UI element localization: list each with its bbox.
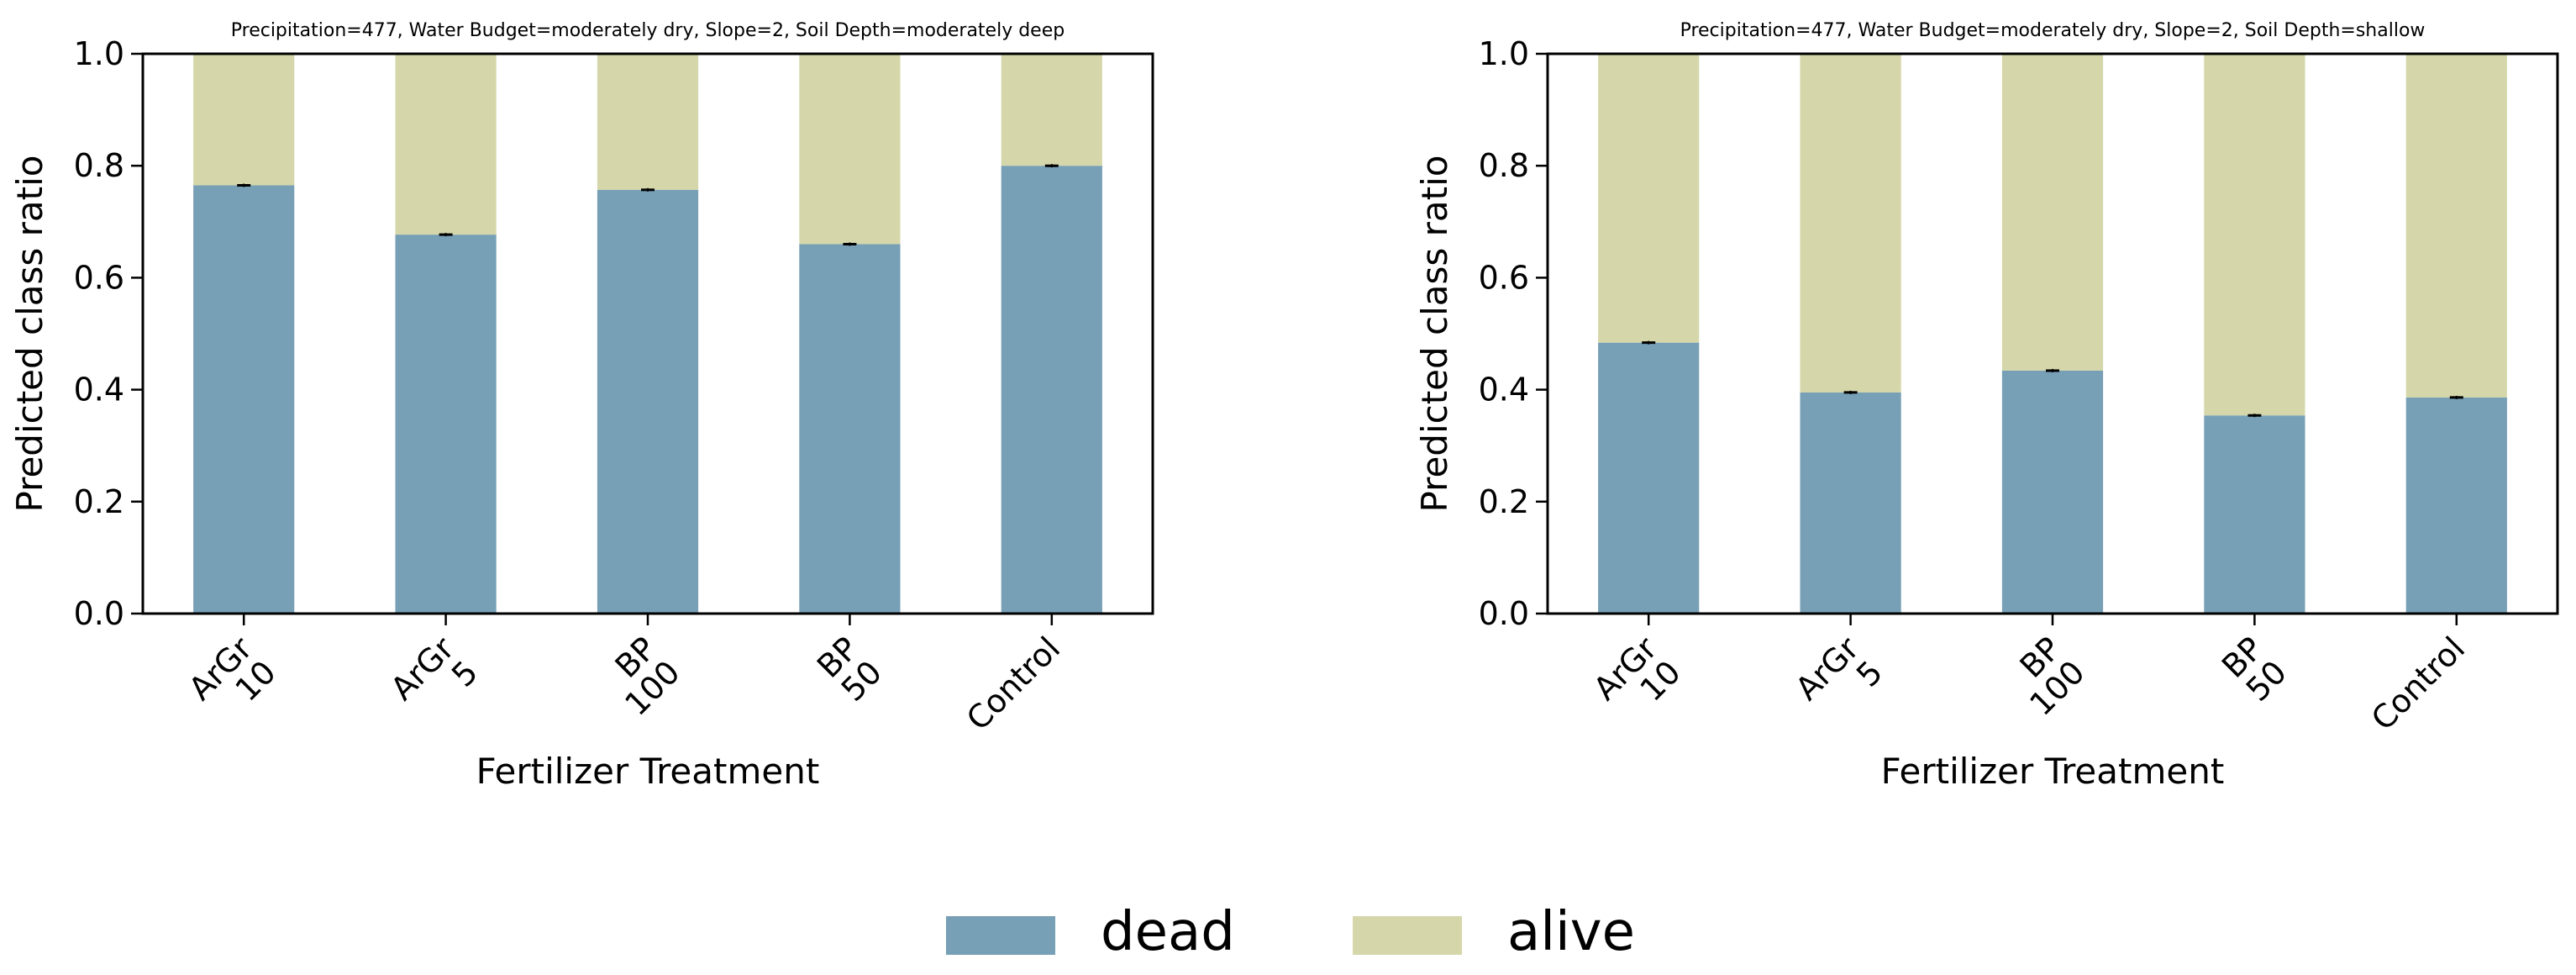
y-tick-label: 0.0: [74, 595, 124, 632]
legend-swatch-alive: [1353, 916, 1462, 955]
x-tick-label: ArGr5: [384, 630, 486, 731]
x-tick-label: BP100: [1999, 630, 2092, 723]
legend-label-alive: alive: [1507, 901, 1635, 963]
axes-frame: [141, 52, 1154, 615]
y-tick-label: 0.0: [1479, 595, 1529, 632]
bar-dead-5: [1001, 166, 1102, 614]
legend-swatch-dead: [946, 916, 1055, 955]
axes-frame: [1546, 52, 2559, 615]
y-tick-label: 0.4: [74, 372, 124, 408]
bar-dead-2: [395, 235, 497, 614]
bar-alive-1: [1598, 54, 1700, 343]
legend-label-dead: dead: [1101, 901, 1235, 963]
bar-dead-5: [2405, 397, 2507, 614]
bar-alive-3: [597, 54, 699, 190]
x-tick-label: Control: [959, 630, 1067, 737]
chart-panel-2: Precipitation=477, Water Budget=moderate…: [1414, 20, 2559, 792]
bar-dead-3: [2001, 370, 2104, 614]
y-tick-label: 1.0: [1479, 35, 1529, 72]
x-tick-label: ArGr10: [181, 630, 283, 731]
x-tick-label: Control: [2364, 630, 2472, 737]
y-tick-label: 0.4: [1479, 372, 1529, 408]
y-tick-label: 0.2: [74, 483, 124, 520]
x-axis-label: Fertilizer Treatment: [1881, 751, 2225, 792]
x-tick-label: BP50: [810, 630, 889, 709]
bar-alive-4: [2204, 54, 2305, 416]
bar-alive-5: [1001, 54, 1102, 166]
y-tick-label: 0.8: [74, 147, 124, 184]
x-tick-label: BP100: [594, 630, 687, 723]
y-tick-label: 0.2: [1479, 483, 1529, 520]
bar-alive-1: [193, 54, 295, 186]
legend: dead alive: [946, 901, 1635, 963]
bar-alive-5: [2405, 54, 2507, 398]
y-axis-label: Predicted class ratio: [9, 155, 50, 513]
y-axis-label: Predicted class ratio: [1414, 155, 1455, 513]
x-tick-label: ArGr5: [1789, 630, 1890, 731]
y-tick-label: 0.8: [1479, 147, 1529, 184]
y-tick-label: 0.6: [1479, 259, 1529, 296]
y-tick-label: 0.6: [74, 259, 124, 296]
bar-alive-2: [1800, 54, 1901, 393]
bar-dead-1: [193, 185, 295, 614]
y-tick-label: 1.0: [74, 35, 124, 72]
chart-title: Precipitation=477, Water Budget=moderate…: [1680, 20, 2426, 41]
chart-panel-1: Precipitation=477, Water Budget=moderate…: [9, 20, 1154, 792]
bar-alive-2: [395, 54, 497, 235]
x-axis-label: Fertilizer Treatment: [476, 751, 820, 792]
bar-dead-2: [1800, 392, 1901, 614]
bar-dead-3: [597, 189, 699, 614]
bar-dead-4: [2204, 415, 2305, 614]
chart-title: Precipitation=477, Water Budget=moderate…: [231, 20, 1065, 41]
bar-dead-1: [1598, 342, 1700, 614]
x-tick-label: BP50: [2215, 630, 2294, 709]
bar-dead-4: [799, 244, 901, 614]
bar-alive-3: [2001, 54, 2104, 371]
bar-alive-4: [799, 54, 901, 245]
x-tick-label: ArGr10: [1586, 630, 1688, 731]
